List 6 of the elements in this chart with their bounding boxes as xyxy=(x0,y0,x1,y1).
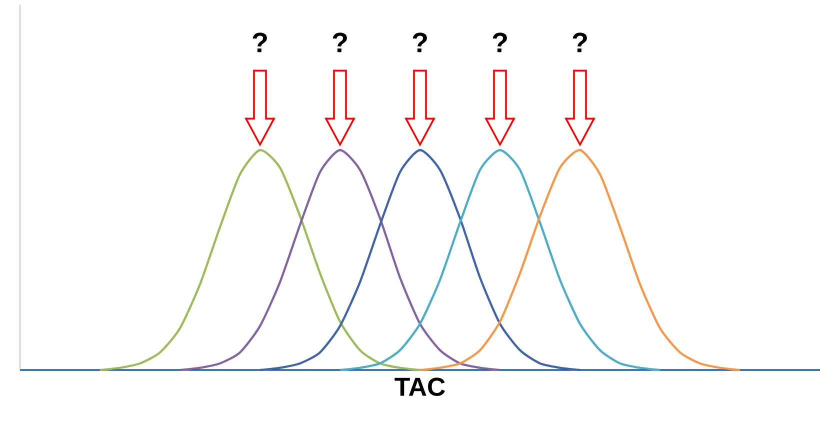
text: ? xyxy=(572,32,587,52)
x-axis-title: TAC xyxy=(394,378,445,396)
text: ? xyxy=(332,32,347,52)
text: ? xyxy=(252,32,267,52)
text: ? xyxy=(492,32,507,52)
text: ? xyxy=(412,32,427,52)
